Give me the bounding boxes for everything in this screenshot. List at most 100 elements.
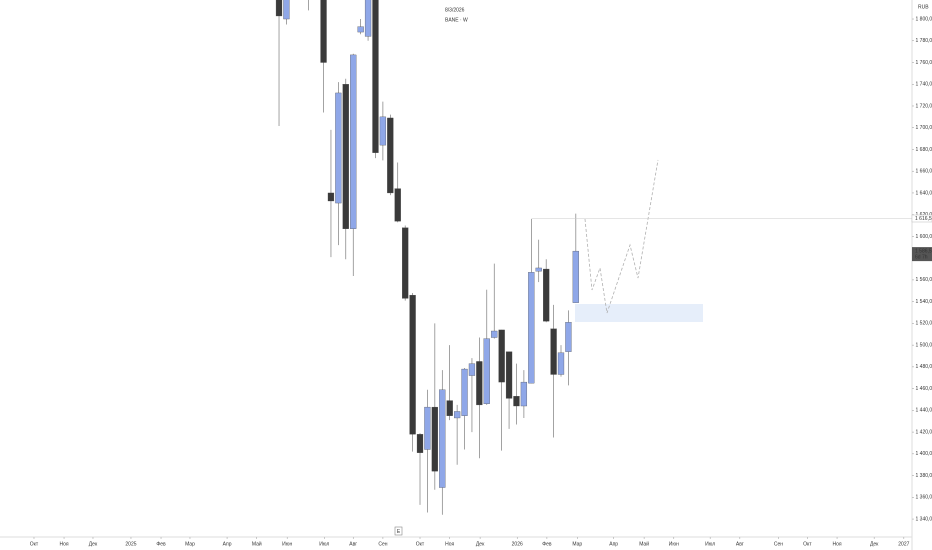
x-tick-label: Мар <box>185 541 195 547</box>
y-tick-label: 1 560,0 <box>916 277 932 283</box>
x-tick-label: 2026 <box>512 541 523 547</box>
candle-body <box>439 389 446 488</box>
x-tick-label: Дек <box>89 541 98 547</box>
countdown-label: 6d 7h <box>915 254 928 260</box>
candle-body <box>491 330 498 338</box>
y-tick-label: 1 600,0 <box>916 234 932 240</box>
candle-body <box>327 192 335 202</box>
candle-body <box>461 368 468 416</box>
x-tick-label: Дек <box>870 541 879 547</box>
y-tick-label: 1 340,0 <box>916 516 932 522</box>
candle-body <box>357 26 364 33</box>
y-tick-label: 1 660,0 <box>916 169 932 175</box>
y-tick-label: 1 460,0 <box>916 386 932 392</box>
x-tick-label: Мар <box>572 541 582 547</box>
x-tick-label: Июл <box>319 541 329 547</box>
candle-body <box>513 396 520 407</box>
candle-body <box>372 0 379 153</box>
y-tick-label: 1 760,0 <box>916 60 932 66</box>
y-tick-label: 1 780,0 <box>916 38 932 44</box>
candle-body <box>565 322 572 352</box>
x-tick-label: Окт <box>30 541 39 547</box>
candle-body <box>275 0 283 17</box>
x-tick-label: Июл <box>705 541 715 547</box>
candle-body <box>431 406 438 472</box>
candle-body <box>476 361 483 406</box>
y-tick-label: 1 540,0 <box>916 299 932 305</box>
y-tick-label: 1 500,0 <box>916 342 932 348</box>
x-tick-label: Апр <box>609 541 618 547</box>
y-tick-label: 1 700,0 <box>916 125 932 131</box>
y-tick-label: 1 740,0 <box>916 82 932 88</box>
candle-body <box>342 84 349 229</box>
candle-body <box>350 54 357 229</box>
candle-body <box>528 272 535 384</box>
zone-box <box>575 304 703 322</box>
currency-label: RUB <box>918 4 929 10</box>
y-tick-label: 1 680,0 <box>916 147 932 153</box>
candle-body <box>379 116 387 146</box>
candle-body <box>402 227 409 299</box>
high-line-box <box>911 214 932 223</box>
symbol-label: BANE · W <box>445 17 468 23</box>
y-tick-label: 1 420,0 <box>916 429 932 435</box>
x-tick-label: Ноя <box>832 541 841 547</box>
last-price-label: 1 586,5 <box>915 248 932 254</box>
date-label: 8/3/2026 <box>445 7 465 13</box>
x-tick-label: Фев <box>156 541 166 547</box>
y-tick-label: 1 360,0 <box>916 495 932 501</box>
candle-body <box>364 0 372 37</box>
candle-body <box>335 92 342 204</box>
y-tick-label: 1 380,0 <box>916 473 932 479</box>
candle-body <box>446 400 453 416</box>
candle-body <box>498 329 505 383</box>
candle-body <box>283 0 290 20</box>
x-tick-label: Май <box>252 540 262 547</box>
x-tick-label: Апр <box>223 541 232 547</box>
candle-body <box>424 406 431 450</box>
candle-body <box>394 188 401 222</box>
y-tick-label: 1 720,0 <box>916 103 932 109</box>
y-tick-label: 1 520,0 <box>916 321 932 327</box>
candle-body <box>483 338 490 404</box>
x-tick-label: Сен <box>378 541 387 547</box>
high-line-label: 1 616,5 <box>915 216 932 222</box>
scroll-button[interactable] <box>394 526 403 536</box>
x-tick-label: Авг <box>349 541 357 547</box>
y-tick-label: 1 640,0 <box>916 190 932 196</box>
last-price-box <box>912 247 932 262</box>
x-tick-label: Ноя <box>445 541 454 547</box>
y-tick-label: 1 800,0 <box>916 16 932 22</box>
x-tick-label: Ноя <box>59 541 68 547</box>
candle-body <box>557 352 565 375</box>
x-tick-label: 2027 <box>898 541 909 547</box>
candle-body <box>550 328 557 375</box>
x-tick-label: Июн <box>669 541 679 547</box>
candle-body <box>520 381 528 407</box>
candle-body <box>543 268 550 322</box>
plot-area <box>275 0 703 515</box>
candle-body <box>409 294 416 435</box>
x-tick-label: Авг <box>736 541 744 547</box>
candle-body <box>453 411 461 419</box>
candle-body <box>505 351 513 399</box>
candle-body <box>416 434 424 453</box>
x-tick-label: Май <box>639 540 649 547</box>
candle-body <box>387 117 394 194</box>
x-tick-label: Сен <box>774 541 783 547</box>
x-tick-label: 2025 <box>125 541 136 547</box>
scroll-button-label[interactable]: E <box>397 529 401 535</box>
x-tick-label: Фев <box>542 541 552 547</box>
x-tick-label: Окт <box>803 541 812 547</box>
candle-body <box>320 0 327 63</box>
y-tick-label: 1 480,0 <box>916 364 932 370</box>
candle-body <box>535 267 542 272</box>
y-tick-label: 1 440,0 <box>916 408 932 414</box>
candle-body <box>572 250 579 303</box>
x-tick-label: Окт <box>416 541 425 547</box>
forecast-path <box>584 159 659 314</box>
x-tick-label: Дек <box>476 541 485 547</box>
